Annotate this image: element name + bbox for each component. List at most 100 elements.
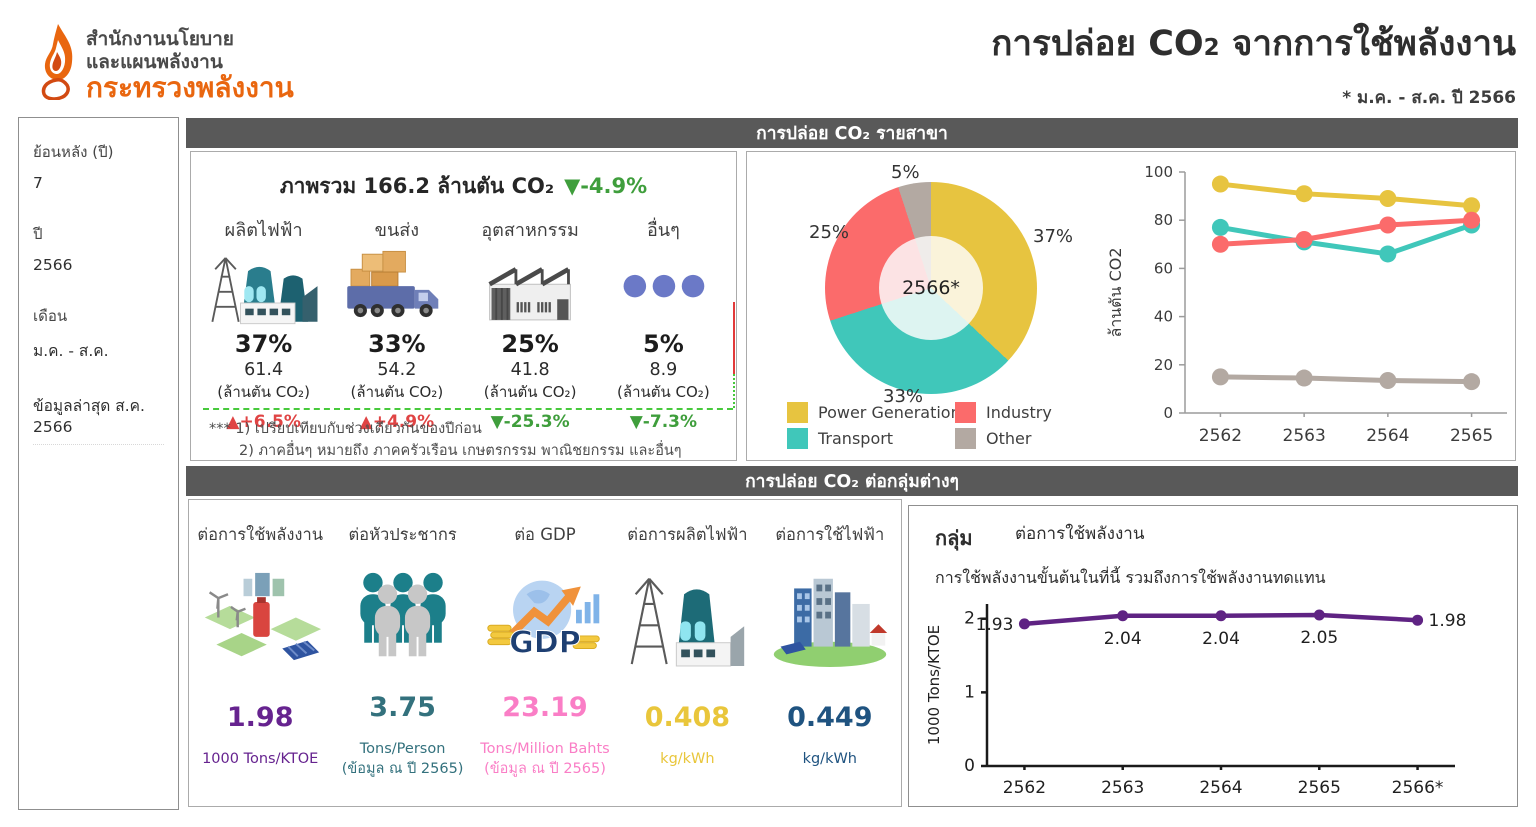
svg-text:2565: 2565: [1450, 426, 1493, 446]
overview-text: ภาพรวม 166.2 ล้านตัน CO₂: [279, 174, 555, 198]
overview-change: ▼-4.9%: [564, 174, 648, 198]
gdp-icon: GDP: [474, 562, 616, 674]
sector-value: 61.4: [244, 360, 284, 380]
svg-text:40: 40: [1154, 308, 1173, 326]
svg-text:2562: 2562: [1003, 778, 1046, 798]
svg-text:2: 2: [964, 609, 975, 629]
filter-month-label: เดือน: [33, 307, 68, 325]
sector-industry: อุตสาหกรรม 25% 41.8 (ล้านตัน CO₂: [464, 215, 597, 432]
sector-power-generation: ผลิตไฟฟ้า: [197, 215, 330, 432]
svg-text:2565: 2565: [1298, 778, 1341, 798]
sector-change: ▲+4.9%: [359, 412, 435, 432]
metric-unit: 1000 Tons/KTOE: [202, 751, 319, 767]
metric-label: ต่อการผลิตไฟฟ้า: [627, 525, 748, 544]
overview-total: ภาพรวม 166.2 ล้านตัน CO₂ ▼-4.9%: [191, 170, 736, 203]
group-note: การใช้พลังงานขั้นต้นในที่นี้ รวมถึงการใช…: [935, 568, 1326, 587]
sector-unit: (ล้านตัน CO₂): [217, 383, 310, 401]
svg-text:20: 20: [1154, 356, 1173, 374]
page-title: การปล่อย CO2 จากการใช้พลังงาน: [991, 24, 1516, 64]
sector-unit: (ล้านตัน CO₂): [350, 383, 444, 401]
svg-text:2.04: 2.04: [1202, 629, 1240, 649]
sector-value: 54.2: [377, 360, 417, 380]
metric-label: ต่อหัวประชากร: [348, 525, 457, 544]
sector-change: ▲+6.5%: [226, 412, 301, 432]
filter-year-value[interactable]: 2566: [33, 256, 73, 274]
filter-year-label: ปี: [33, 225, 43, 243]
svg-text:1.98: 1.98: [1429, 611, 1467, 631]
svg-text:0: 0: [1163, 404, 1173, 422]
metrics-grid: ต่อการใช้พลังงาน: [189, 522, 901, 779]
svg-text:2564: 2564: [1366, 426, 1409, 446]
sector-name: อุตสาหกรรม: [481, 220, 579, 241]
energy-use-icon: [189, 562, 331, 674]
sector-change: ▼-7.3%: [629, 412, 698, 432]
metric-unit: Tons/Person (ข้อมูล ณ ปี 2565): [331, 739, 473, 779]
sector-pct: 25%: [501, 330, 559, 358]
footnote-1: *** 1) เปรียบเทียบกับช่วงเดียวกันของปีก่…: [209, 421, 482, 437]
svg-text:100: 100: [1144, 163, 1173, 181]
metric-value: 0.449: [787, 702, 873, 733]
sector-pct: 5%: [643, 330, 684, 358]
group-selector-value[interactable]: ต่อการใช้พลังงาน: [1015, 524, 1145, 544]
sector-charts-box: 2566* 5% 37% 25% 33% Power Generation In…: [746, 151, 1516, 461]
svg-text:1.93: 1.93: [976, 615, 1014, 635]
sector-trend-line-chart[interactable]: 0 20 40 60 80 100 2562 2563 2564 2565 ล้านตัน CO2: [1097, 154, 1517, 459]
metric-value: 3.75: [369, 692, 436, 723]
group-chart-box: กลุ่ม ต่อการใช้พลังงาน การใช้พลังงานขั้น…: [908, 505, 1518, 807]
legend-swatch: [787, 428, 808, 449]
donut-label-industry: 25%: [809, 222, 850, 243]
sector-other: อื่นๆ 5% 8.9 (ล้านตัน CO₂) ▼-7.3%: [597, 215, 730, 432]
sector-pct: 33%: [368, 330, 426, 358]
donut-center: 2566*: [879, 236, 983, 340]
sector-name: ขนส่ง: [374, 220, 420, 241]
svg-text:60: 60: [1154, 259, 1173, 277]
filter-years-back-value[interactable]: 7: [33, 174, 43, 192]
electricity-use-icon: [759, 562, 901, 674]
sector-name: ผลิตไฟฟ้า: [224, 220, 303, 241]
legend-swatch: [955, 428, 976, 449]
factory-icon: [464, 248, 597, 328]
power-plant-icon: [197, 248, 330, 328]
group-panel-title: การปล่อย CO₂ ต่อกลุ่มต่างๆ: [745, 472, 959, 492]
legend-label: Transport: [818, 429, 894, 448]
sector-share-donut-chart[interactable]: 2566*: [825, 182, 1037, 394]
svg-text:ล้านตัน CO2: ล้านตัน CO2: [1106, 247, 1125, 337]
org-line1: สำนักงานนโยบาย: [86, 28, 234, 50]
metric-per-gdp: ต่อ GDP GDP: [474, 522, 616, 779]
filter-month: เดือน ม.ค. - ส.ค.: [33, 304, 164, 363]
footnotes: *** 1) เปรียบเทียบกับช่วงเดียวกันของปีก่…: [209, 418, 682, 462]
legend-item-transport[interactable]: Transport: [787, 428, 955, 449]
metric-note: (ข้อมูล ณ ปี 2565): [484, 761, 606, 777]
dots-icon: [597, 248, 730, 328]
sector-transport: ขนส่ง: [330, 215, 463, 432]
green-dot-artifact: [733, 374, 735, 408]
sector-panel-title: การปล่อย CO₂ รายสาขา: [756, 124, 948, 144]
metric-unit: kg/kWh: [660, 751, 715, 767]
metric-note: (ข้อมูล ณ ปี 2565): [341, 761, 464, 777]
filter-sidebar: ย้อนหลัง (ปี) 7 ปี 2566 เดือน ม.ค. - ส.ค…: [18, 117, 179, 810]
metric-value: 1.98: [226, 702, 294, 733]
metric-per-electricity-use: ต่อการใช้ไฟฟ้า: [759, 522, 901, 779]
org-line2: และแผนพลังงาน: [86, 51, 223, 73]
org-line3: กระทรวงพลังงาน: [86, 71, 294, 104]
metric-label: ต่อ GDP: [514, 525, 576, 544]
selection-dash-artifact: [203, 408, 733, 410]
svg-text:2563: 2563: [1283, 426, 1326, 446]
sector-grid: ผลิตไฟฟ้า: [191, 215, 736, 432]
filter-month-value[interactable]: ม.ค. - ส.ค.: [33, 342, 109, 360]
legend-item-industry[interactable]: Industry: [955, 402, 1123, 423]
legend-item-power-generation[interactable]: Power Generation: [787, 402, 961, 423]
sector-pct: 37%: [234, 330, 293, 358]
intensity-trend-line-chart[interactable]: 0 1 2 2562 2563 2564 2565 2566* 1000 Tons/KTOE 1.…: [923, 594, 1503, 806]
svg-text:1000 Tons/KTOE: 1000 Tons/KTOE: [925, 625, 943, 745]
donut-center-label: 2566*: [902, 277, 960, 299]
svg-text:2566*: 2566*: [1392, 778, 1444, 798]
metric-unit: Tons/Million Bahts (ข้อมูล ณ ปี 2565): [474, 739, 616, 779]
group-selector-label: กลุ่ม: [935, 526, 973, 550]
legend-item-other[interactable]: Other: [955, 428, 1123, 449]
sector-value: 8.9: [649, 360, 678, 380]
electricity-production-icon: [616, 562, 758, 674]
metric-value: 23.19: [502, 692, 588, 723]
metric-energy-use: ต่อการใช้พลังงาน: [189, 522, 331, 779]
